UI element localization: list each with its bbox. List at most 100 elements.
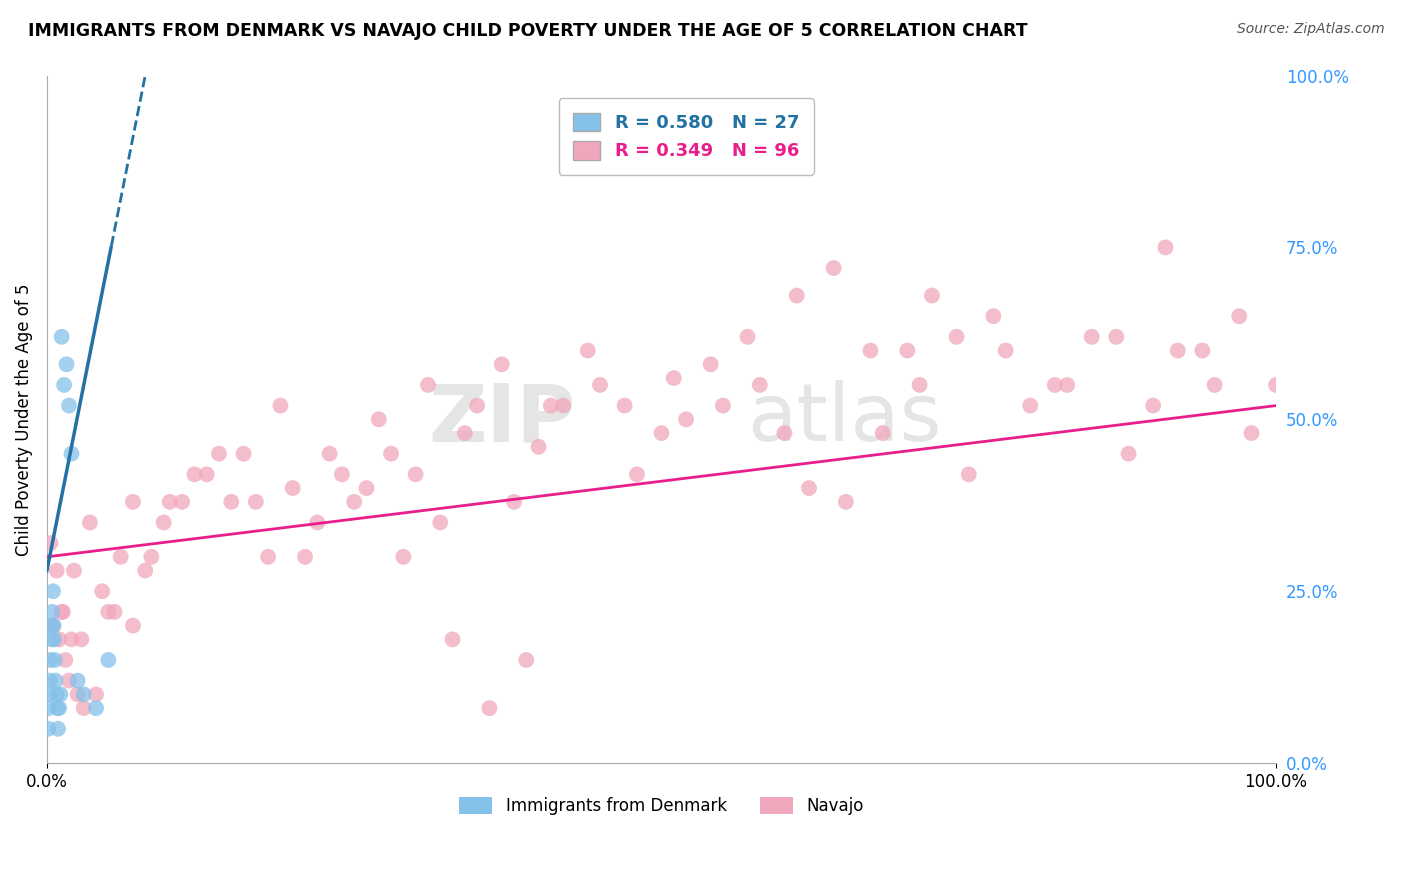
- Point: [367, 412, 389, 426]
- Point: [39, 536, 62, 550]
- Point: [613, 399, 636, 413]
- Point: [441, 632, 464, 647]
- Point: [159, 495, 181, 509]
- Point: [983, 309, 1005, 323]
- Point: [1043, 378, 1066, 392]
- Point: [48, 701, 70, 715]
- Y-axis label: Child Poverty Under the Age of 5: Child Poverty Under the Age of 5: [15, 283, 32, 556]
- Point: [872, 426, 894, 441]
- Point: [44, 632, 66, 647]
- Point: [515, 653, 537, 667]
- Point: [91, 584, 114, 599]
- Point: [307, 516, 329, 530]
- Point: [405, 467, 427, 482]
- Point: [1227, 309, 1250, 323]
- Point: [103, 605, 125, 619]
- Point: [39, 673, 62, 688]
- Point: [97, 605, 120, 619]
- Point: [1154, 240, 1177, 254]
- Point: [392, 549, 415, 564]
- Point: [152, 516, 174, 530]
- Point: [73, 701, 96, 715]
- Point: [650, 426, 672, 441]
- Point: [797, 481, 820, 495]
- Point: [110, 549, 132, 564]
- Point: [172, 495, 194, 509]
- Point: [823, 261, 845, 276]
- Point: [232, 447, 254, 461]
- Point: [503, 495, 526, 509]
- Point: [141, 549, 163, 564]
- Point: [294, 549, 316, 564]
- Point: [1080, 330, 1102, 344]
- Point: [195, 467, 218, 482]
- Point: [41, 605, 63, 619]
- Point: [454, 426, 477, 441]
- Point: [70, 632, 93, 647]
- Point: [53, 653, 76, 667]
- Point: [859, 343, 882, 358]
- Point: [122, 495, 145, 509]
- Point: [49, 687, 72, 701]
- Point: [553, 399, 575, 413]
- Point: [58, 399, 80, 413]
- Point: [46, 722, 69, 736]
- Point: [60, 447, 83, 461]
- Point: [73, 687, 96, 701]
- Point: [219, 495, 242, 509]
- Point: [38, 687, 60, 701]
- Point: [39, 632, 62, 647]
- Point: [79, 516, 101, 530]
- Point: [626, 467, 648, 482]
- Point: [748, 378, 770, 392]
- Legend: Immigrants from Denmark, Navajo: Immigrants from Denmark, Navajo: [450, 789, 872, 823]
- Point: [675, 412, 697, 426]
- Point: [1240, 426, 1263, 441]
- Point: [45, 687, 67, 701]
- Point: [945, 330, 967, 344]
- Point: [589, 378, 612, 392]
- Point: [183, 467, 205, 482]
- Point: [1118, 447, 1140, 461]
- Point: [737, 330, 759, 344]
- Point: [42, 618, 65, 632]
- Point: [576, 343, 599, 358]
- Point: [134, 564, 156, 578]
- Point: [380, 447, 402, 461]
- Point: [711, 399, 734, 413]
- Point: [330, 467, 353, 482]
- Point: [318, 447, 340, 461]
- Point: [51, 330, 73, 344]
- Point: [41, 618, 63, 632]
- Point: [63, 564, 86, 578]
- Point: [84, 687, 107, 701]
- Point: [97, 653, 120, 667]
- Point: [66, 687, 89, 701]
- Point: [1105, 330, 1128, 344]
- Point: [45, 564, 67, 578]
- Point: [465, 399, 488, 413]
- Point: [55, 357, 77, 371]
- Point: [662, 371, 685, 385]
- Point: [38, 701, 60, 715]
- Point: [48, 632, 70, 647]
- Point: [52, 605, 75, 619]
- Point: [786, 288, 808, 302]
- Point: [1019, 399, 1042, 413]
- Point: [245, 495, 267, 509]
- Point: [46, 701, 69, 715]
- Point: [1265, 378, 1288, 392]
- Text: Source: ZipAtlas.com: Source: ZipAtlas.com: [1237, 22, 1385, 37]
- Point: [540, 399, 562, 413]
- Point: [896, 343, 918, 358]
- Point: [835, 495, 858, 509]
- Point: [491, 357, 513, 371]
- Point: [1142, 399, 1164, 413]
- Point: [269, 399, 291, 413]
- Point: [1167, 343, 1189, 358]
- Point: [42, 618, 65, 632]
- Point: [908, 378, 931, 392]
- Point: [281, 481, 304, 495]
- Point: [44, 673, 66, 688]
- Point: [60, 632, 83, 647]
